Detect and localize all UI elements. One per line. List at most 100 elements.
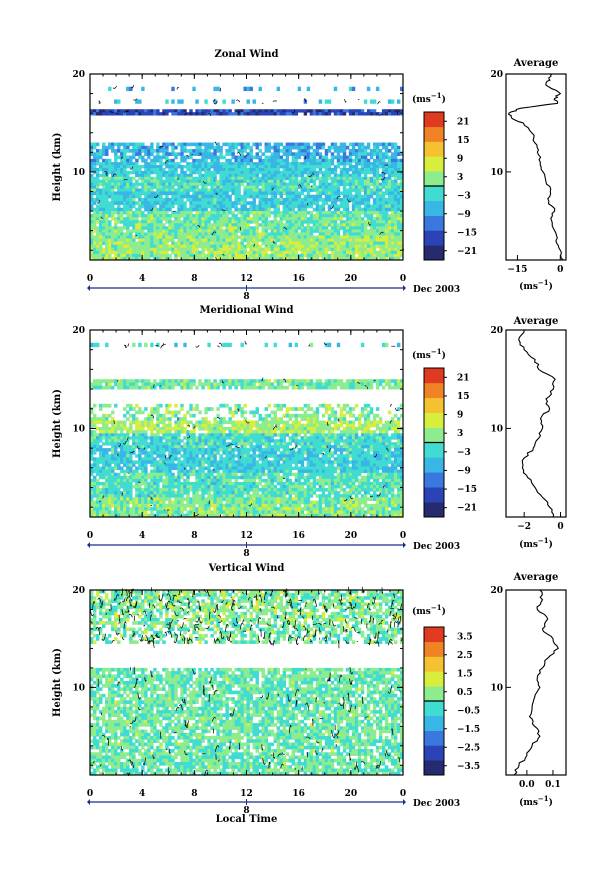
heatmap-cell	[399, 109, 404, 113]
heatmap-cell	[294, 232, 299, 236]
heatmap-cell	[126, 238, 130, 243]
heatmap-cell	[201, 217, 205, 221]
heatmap-cell	[180, 185, 184, 189]
heatmap-cell	[303, 433, 308, 437]
heatmap-cell	[315, 165, 320, 169]
heatmap-cell	[273, 247, 277, 252]
heatmap-cell	[171, 250, 175, 255]
heatmap-cell	[396, 238, 401, 243]
heatmap-cell	[135, 220, 139, 224]
heatmap-cell	[231, 229, 235, 233]
heatmap-cell	[399, 198, 404, 202]
heatmap-cell	[195, 179, 199, 184]
heatmap-cell	[213, 247, 217, 252]
heatmap-cell	[294, 198, 299, 202]
heatmap-cell	[93, 241, 97, 246]
heatmap-cell	[234, 217, 238, 221]
heatmap-cell	[324, 426, 329, 431]
heatmap-cell	[282, 235, 287, 239]
heatmap-cell	[261, 220, 265, 224]
heatmap-cell	[273, 188, 277, 192]
heatmap-cell	[183, 188, 187, 192]
heatmap-cell	[294, 179, 299, 184]
heatmap-cell	[93, 170, 97, 175]
heatmap-cell	[207, 407, 211, 411]
heatmap-cell	[267, 109, 271, 113]
heatmap-cell	[300, 198, 305, 202]
heatmap-cell	[264, 167, 268, 172]
heatmap-cell	[249, 162, 253, 166]
heatmap-cell	[270, 185, 274, 189]
heatmap-cell	[177, 152, 181, 156]
heatmap-cell	[240, 410, 244, 415]
heatmap-cell	[192, 217, 196, 221]
heatmap-cell	[120, 142, 124, 147]
heatmap-cell	[291, 385, 296, 390]
heatmap-cell	[387, 220, 392, 224]
heatmap-cell	[333, 413, 338, 418]
heatmap-cell	[339, 179, 344, 184]
heatmap-cell	[192, 241, 196, 246]
heatmap-cell	[363, 226, 368, 230]
heatmap-cell	[231, 430, 235, 434]
heatmap-cell	[120, 162, 124, 166]
heatmap-cell	[390, 223, 395, 227]
heatmap-cell	[234, 403, 238, 408]
heatmap-cell	[381, 232, 386, 236]
heatmap-cell	[276, 152, 281, 156]
heatmap-cell	[204, 185, 208, 189]
heatmap-cell	[198, 201, 202, 205]
heatmap-cell	[288, 253, 293, 258]
contour-segment	[344, 99, 347, 103]
heatmap-cell	[399, 152, 404, 156]
heatmap-cell	[255, 407, 259, 411]
heatmap-cell	[195, 403, 199, 408]
heatmap-cell	[168, 433, 172, 437]
heatmap-cell	[261, 185, 265, 189]
heatmap-cell	[366, 420, 371, 425]
heatmap-cell	[189, 152, 193, 156]
heatmap-cell	[285, 220, 290, 224]
heatmap-cell	[195, 162, 199, 166]
heatmap-cell	[222, 247, 226, 252]
heatmap-cell	[246, 423, 250, 428]
heatmap-cell	[381, 223, 386, 227]
heatmap-cell	[267, 165, 271, 169]
heatmap-cell	[309, 145, 314, 150]
heatmap-cell	[228, 188, 232, 192]
heatmap-cell	[336, 191, 341, 196]
heatmap-cell	[225, 238, 229, 243]
heatmap-cell	[333, 244, 338, 249]
heatmap-cell	[282, 244, 287, 249]
heatmap-cell	[390, 201, 395, 205]
heatmap-cell	[387, 223, 392, 227]
heatmap-cell	[183, 241, 187, 246]
heatmap-cell	[114, 201, 118, 205]
heatmap-cell	[135, 426, 139, 431]
heatmap-cell	[261, 191, 265, 196]
heatmap-cell	[213, 204, 217, 209]
heatmap-cell	[312, 247, 317, 252]
heatmap-cell	[135, 247, 139, 252]
heatmap-cell	[312, 244, 317, 249]
heatmap-cell	[108, 250, 112, 255]
heatmap-cell	[315, 207, 320, 212]
heatmap-cell	[396, 170, 401, 175]
heatmap-cell	[393, 235, 398, 239]
heatmap-cell	[264, 250, 268, 255]
heatmap-cell	[372, 201, 377, 205]
heatmap-cell	[279, 170, 284, 175]
heatmap-cell	[93, 142, 97, 147]
heatmap-cell	[396, 382, 401, 387]
heatmap-cell	[369, 220, 374, 224]
heatmap-cell	[246, 223, 250, 227]
heatmap-cell	[339, 155, 344, 160]
heatmap-cell	[366, 158, 371, 163]
heatmap-cell	[150, 382, 154, 387]
heatmap-cell	[393, 247, 398, 252]
heatmap-cell	[114, 379, 118, 383]
heatmap-cell	[174, 229, 178, 233]
heatmap-cell	[93, 201, 97, 205]
heatmap-cell	[174, 201, 178, 205]
heatmap-cell	[303, 214, 308, 218]
